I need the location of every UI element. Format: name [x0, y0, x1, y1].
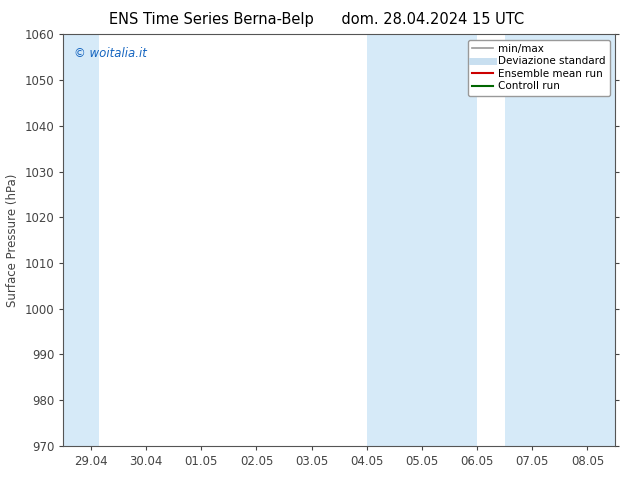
Bar [505, 34, 615, 446]
Bar [366, 34, 477, 446]
Text: ENS Time Series Berna-Belp      dom. 28.04.2024 15 UTC: ENS Time Series Berna-Belp dom. 28.04.20… [110, 12, 524, 27]
Legend: min/max, Deviazione standard, Ensemble mean run, Controll run: min/max, Deviazione standard, Ensemble m… [468, 40, 610, 96]
Y-axis label: Surface Pressure (hPa): Surface Pressure (hPa) [6, 173, 19, 307]
Bar [63, 34, 100, 446]
Text: © woitalia.it: © woitalia.it [74, 47, 147, 60]
